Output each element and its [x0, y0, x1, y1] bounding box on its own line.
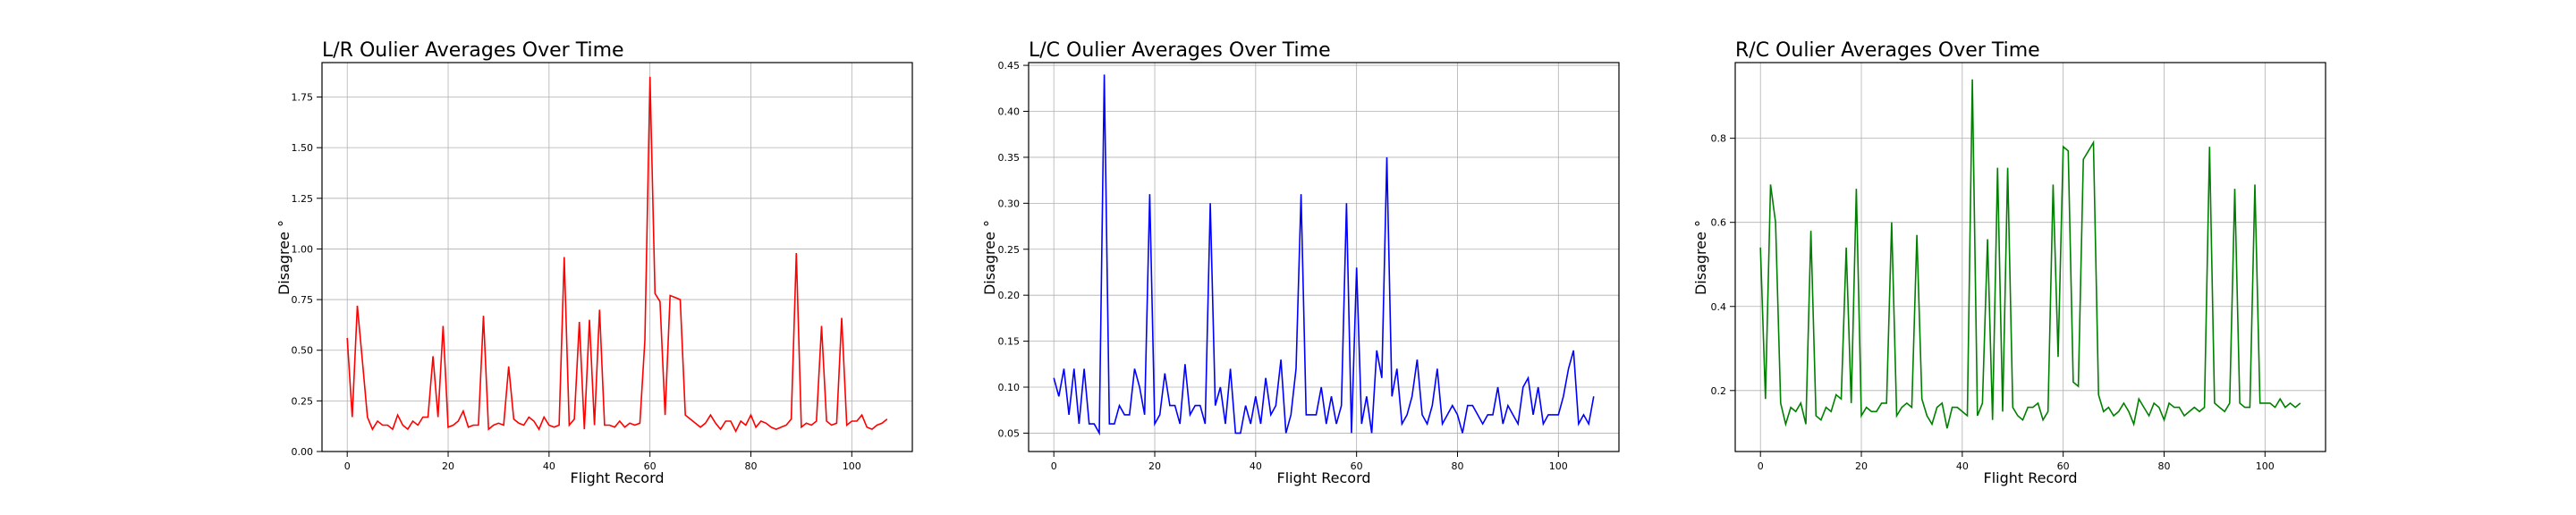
y-tick-label: 0.25	[292, 395, 314, 407]
x-tick-label: 80	[2157, 460, 2170, 472]
chart-rc-outlier-averages: 0 20 40 60 80 100 0.2 0.4 0.6 0.8 R/C Oulier Aver…	[1692, 39, 2326, 486]
y-tick-label: 0.05	[998, 427, 1021, 439]
series-line	[346, 76, 888, 434]
x-tick-label: 40	[1956, 460, 1969, 472]
tick-marks	[1730, 138, 2266, 457]
y-axis-label: Disagree °	[275, 220, 292, 295]
y-tick-label: 1.75	[292, 92, 314, 104]
tick-labels: 0 20 40 60 80 100 0.2 0.4 0.6 0.8	[1711, 133, 2275, 472]
y-tick-label: 0.40	[998, 106, 1021, 118]
y-tick-label: 0.4	[1711, 301, 1727, 313]
x-tick-label: 20	[442, 460, 454, 472]
x-tick-label: 20	[1148, 460, 1161, 472]
x-tick-label: 20	[1855, 460, 1868, 472]
y-tick-label: 0.30	[998, 198, 1021, 209]
y-tick-label: 0.45	[998, 60, 1021, 72]
y-axis-label: Disagree °	[1692, 220, 1709, 295]
y-tick-label: 0.35	[998, 152, 1021, 164]
chart-lc-outlier-averages: 0 20 40 60 80 100 0.05 0.10 0.15 0.20 0.25 0.30 0.35…	[981, 39, 1620, 486]
y-tick-label: 1.50	[292, 142, 314, 154]
y-tick-label: 0.6	[1711, 217, 1727, 229]
x-tick-label: 100	[843, 460, 861, 472]
y-tick-label: 1.00	[292, 243, 314, 255]
y-tick-label: 0.75	[292, 294, 314, 306]
tick-marks	[1023, 64, 1559, 457]
y-tick-label: 1.25	[292, 193, 314, 205]
x-tick-label: 0	[1758, 460, 1764, 472]
series-line	[1053, 74, 1595, 436]
x-tick-label: 80	[1451, 460, 1463, 472]
x-tick-label: 0	[1051, 460, 1057, 472]
y-axis-label: Disagree °	[981, 220, 998, 295]
x-tick-label: 80	[744, 460, 757, 472]
plot-frame	[321, 62, 913, 452]
y-tick-label: 0.8	[1711, 133, 1727, 145]
y-tick-label: 0.15	[998, 336, 1021, 348]
y-tick-label: 0.10	[998, 382, 1021, 393]
x-tick-label: 60	[644, 460, 657, 472]
y-tick-label: 0.50	[292, 345, 314, 357]
x-axis-label: Flight Record	[1276, 469, 1370, 486]
grid-lines	[1735, 63, 2326, 452]
x-tick-label: 0	[344, 460, 351, 472]
chart-lr-outlier-averages: 0 20 40 60 80 100 0.00 0.25 0.50 0.75 1.00 1.25 1.50…	[275, 39, 913, 486]
plot-frame	[1734, 62, 2326, 452]
x-tick-label: 100	[1549, 460, 1568, 472]
x-tick-label: 60	[1351, 460, 1363, 472]
y-tick-label: 0.00	[292, 446, 314, 458]
tick-labels: 0 20 40 60 80 100 0.05 0.10 0.15 0.20 0.25 0.30 0.35…	[998, 60, 1568, 472]
grid-lines	[322, 63, 912, 452]
x-tick-label: 40	[543, 460, 555, 472]
grid-lines	[1029, 63, 1619, 452]
x-tick-label: 60	[2057, 460, 2070, 472]
x-tick-label: 40	[1250, 460, 1262, 472]
y-tick-label: 0.25	[998, 244, 1021, 256]
series-line	[1759, 79, 2301, 429]
chart-title: R/C Oulier Averages Over Time	[1735, 39, 2040, 62]
tick-labels: 0 20 40 60 80 100 0.00 0.25 0.50 0.75 1.00 1.25 1.50…	[292, 92, 861, 472]
x-axis-label: Flight Record	[570, 469, 664, 486]
tick-marks	[317, 97, 852, 457]
chart-title: L/R Oulier Averages Over Time	[322, 39, 624, 62]
chart-title: L/C Oulier Averages Over Time	[1029, 39, 1331, 62]
plot-frame	[1028, 62, 1620, 452]
x-axis-label: Flight Record	[1983, 469, 2077, 486]
x-tick-label: 100	[2256, 460, 2275, 472]
y-tick-label: 0.2	[1711, 385, 1727, 397]
y-tick-label: 0.20	[998, 290, 1021, 301]
